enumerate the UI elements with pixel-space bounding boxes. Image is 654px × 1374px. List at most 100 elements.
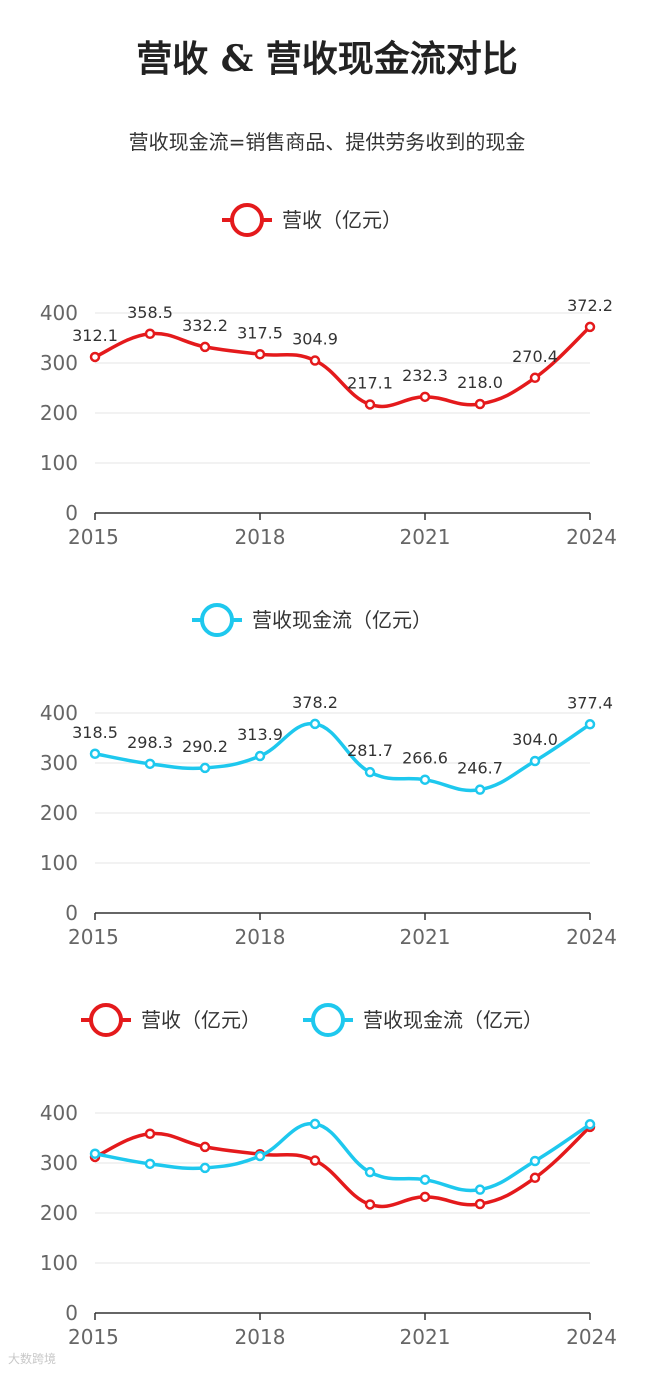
x-tick-label: 2015 — [68, 525, 119, 549]
legend-label: 营收现金流（亿元） — [252, 608, 432, 632]
y-tick-label: 0 — [65, 501, 78, 525]
data-point[interactable] — [309, 1118, 321, 1130]
data-point[interactable] — [474, 398, 486, 410]
watermark: 大数跨境 — [8, 1352, 57, 1366]
data-label: 266.6 — [402, 749, 448, 768]
y-tick-label: 200 — [40, 801, 78, 825]
data-point[interactable] — [529, 1172, 541, 1184]
data-point[interactable] — [584, 719, 596, 730]
legend-label: 营收（亿元） — [141, 1008, 261, 1032]
y-tick-label: 100 — [40, 451, 78, 475]
data-point[interactable] — [529, 372, 541, 384]
legend-item-revenue[interactable]: 营收（亿元） — [222, 203, 402, 237]
x-tick-label: 2024 — [566, 925, 617, 949]
x-tick-label: 2018 — [235, 925, 286, 949]
x-tick-label: 2021 — [400, 1325, 451, 1349]
y-tick-label: 200 — [40, 1201, 78, 1225]
data-point[interactable] — [419, 1174, 431, 1185]
data-label: 313.9 — [237, 725, 283, 744]
series-line — [94, 325, 592, 409]
y-tick-label: 300 — [40, 351, 78, 375]
x-tick-label: 2021 — [400, 525, 451, 549]
data-point[interactable] — [254, 349, 266, 360]
series-line — [94, 722, 591, 793]
legend-item-cashflow[interactable]: 营收现金流（亿元） — [192, 603, 432, 637]
y-tick-label: 100 — [40, 1251, 78, 1275]
data-point[interactable] — [584, 321, 596, 333]
data-point[interactable] — [144, 328, 156, 339]
data-point[interactable] — [364, 1199, 376, 1210]
data-label: 318.5 — [72, 723, 118, 742]
data-point[interactable] — [529, 1155, 541, 1167]
data-label: 317.5 — [237, 323, 283, 342]
x-tick-label: 2021 — [400, 925, 451, 949]
legend-item-revenue[interactable]: 营收（亿元） — [81, 1003, 261, 1037]
data-label: 332.2 — [182, 316, 228, 335]
data-point[interactable] — [309, 355, 321, 366]
data-label: 246.7 — [457, 759, 503, 778]
legend-marker — [311, 1003, 345, 1037]
x-tick-label: 2018 — [235, 525, 286, 549]
data-point[interactable] — [199, 1162, 211, 1174]
data-point[interactable] — [584, 1119, 596, 1130]
y-tick-label: 400 — [40, 701, 78, 725]
y-tick-label: 100 — [40, 851, 78, 875]
data-point[interactable] — [144, 758, 156, 770]
data-point[interactable] — [419, 391, 431, 403]
y-tick-label: 0 — [65, 901, 78, 925]
data-label: 304.0 — [512, 730, 558, 749]
revenue-chart: 营收（亿元） 0 100 200 300 400 2015 2018 2021 2024 312.1… — [40, 203, 617, 549]
data-point[interactable] — [199, 762, 211, 774]
series-line — [94, 1125, 592, 1209]
comparison-chart: 营收（亿元） 营收现金流（亿元） 0 100 200 300 400 2015 2018 2021… — [40, 1003, 617, 1349]
data-point[interactable] — [474, 1184, 486, 1195]
data-label: 281.7 — [347, 741, 393, 760]
x-tick-label: 2015 — [68, 925, 119, 949]
legend-marker — [89, 1003, 123, 1037]
data-label: 377.4 — [567, 693, 613, 712]
data-point[interactable] — [309, 718, 321, 730]
data-label: 304.9 — [292, 330, 338, 349]
data-label: 378.2 — [292, 693, 338, 712]
data-label: 372.2 — [567, 296, 613, 315]
x-tick-label: 2024 — [566, 525, 617, 549]
data-point[interactable] — [89, 351, 101, 363]
data-label: 270.4 — [512, 347, 558, 366]
data-point[interactable] — [254, 1150, 266, 1162]
data-point[interactable] — [364, 1166, 376, 1178]
data-point[interactable] — [199, 341, 211, 353]
data-point[interactable] — [419, 774, 431, 785]
page-subtitle: 营收现金流=销售商品、提供劳务收到的现金 — [128, 130, 526, 154]
legend-marker — [230, 203, 264, 237]
x-tick-label: 2018 — [235, 1325, 286, 1349]
data-label: 358.5 — [127, 303, 173, 322]
data-point[interactable] — [144, 1128, 156, 1139]
page-title: 营收 & 营收现金流对比 — [136, 38, 518, 80]
y-tick-label: 200 — [40, 401, 78, 425]
series-line — [94, 1122, 591, 1193]
data-point[interactable] — [364, 399, 376, 410]
data-point[interactable] — [89, 748, 101, 759]
y-tick-label: 400 — [40, 301, 78, 325]
cashflow-chart: 营收现金流（亿元） 0 100 200 300 400 2015 2018 2021 2024 31… — [40, 603, 617, 949]
data-point[interactable] — [309, 1155, 321, 1166]
data-point[interactable] — [254, 750, 266, 762]
x-tick-label: 2015 — [68, 1325, 119, 1349]
legend-label: 营收现金流（亿元） — [363, 1008, 543, 1032]
data-point[interactable] — [89, 1148, 101, 1159]
data-point[interactable] — [529, 755, 541, 767]
x-tick-label: 2024 — [566, 1325, 617, 1349]
data-point[interactable] — [474, 784, 486, 795]
data-point[interactable] — [199, 1141, 211, 1153]
y-tick-label: 400 — [40, 1101, 78, 1125]
data-point[interactable] — [419, 1191, 431, 1203]
y-tick-label: 0 — [65, 1301, 78, 1325]
y-tick-label: 300 — [40, 751, 78, 775]
data-point[interactable] — [144, 1158, 156, 1170]
legend-item-cashflow[interactable]: 营收现金流（亿元） — [303, 1003, 543, 1037]
data-label: 312.1 — [72, 326, 118, 345]
data-point[interactable] — [364, 766, 376, 778]
data-point[interactable] — [474, 1198, 486, 1210]
data-label: 218.0 — [457, 373, 503, 392]
data-label: 232.3 — [402, 366, 448, 385]
